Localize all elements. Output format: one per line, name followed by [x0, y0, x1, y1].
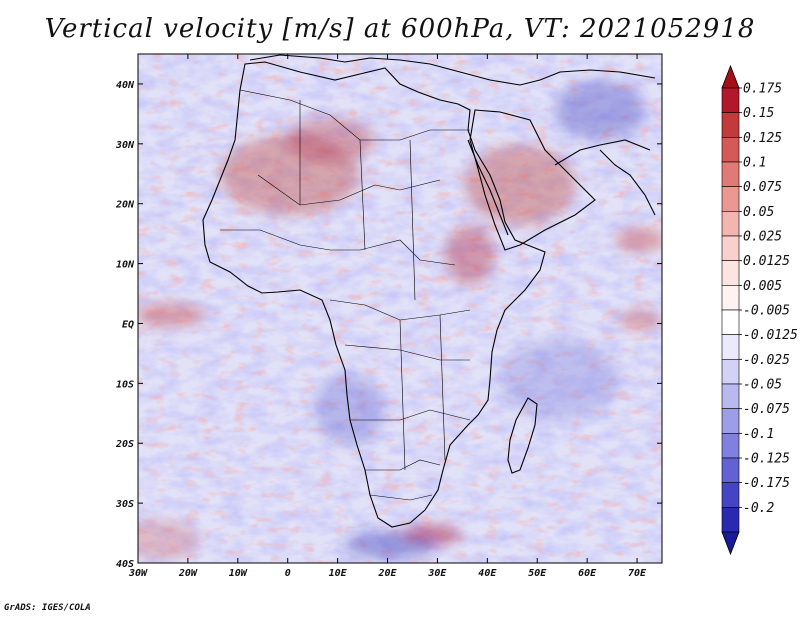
colorbar-label: -0.175 [743, 476, 790, 491]
colorbar-label: 0.0125 [743, 254, 790, 269]
colorbar-swatch [721, 161, 740, 187]
x-tick-label: 20E [377, 568, 397, 579]
map-figure: 30W 20W 10W 0 10E 20E 30E 40E 50E 60E 70E 40N 30N 20… [115, 53, 798, 579]
y-tick-label: 30S [115, 499, 134, 510]
y-tick-label: EQ [122, 319, 134, 330]
colorbar-swatch [721, 309, 740, 335]
x-tick-label: 30W [128, 568, 148, 579]
colorbar-label: 0.15 [743, 106, 774, 121]
colorbar-swatch [721, 112, 740, 138]
y-tick-label: 20S [115, 439, 134, 450]
colorbar-label: -0.05 [743, 378, 782, 393]
colorbar-label: -0.2 [743, 501, 774, 516]
colorbar-swatch [721, 211, 740, 237]
colorbar-swatch [721, 260, 740, 286]
colorbar-label: 0.05 [743, 205, 774, 220]
x-tick-label: 40E [478, 568, 497, 579]
colorbar-swatch [721, 507, 740, 533]
x-tick-label: 50E [528, 568, 547, 579]
x-tick-label: 0 [285, 568, 291, 579]
colorbar-swatch [721, 457, 740, 483]
colorbar-swatch [721, 235, 740, 261]
y-tick-label: 20N [115, 200, 135, 211]
vertical-velocity-field [138, 54, 662, 563]
colorbar-label: -0.0125 [743, 328, 798, 343]
x-axis: 30W 20W 10W 0 10E 20E 30E 40E 50E 60E 70E [128, 54, 647, 579]
colorbar-label: 0.1 [743, 156, 766, 171]
x-tick-label: 20W [178, 568, 198, 579]
colorbar-swatch [721, 285, 740, 311]
colorbar-swatch [721, 482, 740, 508]
colorbar-swatch [721, 186, 740, 212]
colorbar-label: -0.075 [743, 402, 790, 417]
colorbar-label: -0.005 [743, 304, 790, 319]
y-tick-label: 10N [116, 260, 135, 271]
colorbar-label: 0.005 [743, 279, 782, 294]
y-tick-label: 40N [116, 80, 135, 91]
x-tick-label: 30E [427, 568, 447, 579]
x-tick-label: 10E [329, 568, 348, 579]
colorbar-bottom-arrow [721, 531, 740, 556]
colorbar-label: -0.1 [743, 427, 774, 442]
colorbar-swatch [721, 433, 740, 459]
y-tick-label: 40S [116, 559, 134, 570]
y-tick-label: 10S [116, 379, 134, 390]
colorbar-label: -0.125 [743, 452, 790, 467]
colorbar-swatch [721, 383, 740, 409]
coastlines [202, 54, 656, 528]
x-tick-label: 70E [628, 568, 647, 579]
x-tick-label: 10W [229, 568, 248, 579]
colorbar-swatch [721, 408, 740, 434]
plot-frame [137, 53, 663, 564]
colorbar-label: 0.125 [743, 131, 782, 146]
colorbar-label: 0.075 [743, 180, 782, 195]
colorbar-label: 0.175 [743, 82, 782, 97]
credit-text: GrADS: IGES/COLA [4, 603, 91, 613]
colorbar: 0.175 0.15 0.125 0.1 0.075 0.05 0.025 0.0125 0.0… [721, 64, 798, 556]
colorbar-label: 0.025 [743, 230, 782, 245]
country-borders [220, 89, 471, 501]
colorbar-top-arrow [721, 64, 740, 89]
colorbar-swatch [721, 87, 740, 113]
x-tick-label: 60E [578, 568, 597, 579]
y-tick-label: 30N [115, 140, 135, 151]
colorbar-swatch [721, 359, 740, 385]
colorbar-swatch [721, 137, 740, 163]
map-title: Vertical velocity [m/s] at 600hPa, VT: 2… [44, 14, 756, 44]
y-axis: 40N 30N 20N 10N EQ 10S 20S 30S 40S [115, 80, 662, 570]
colorbar-swatch [721, 334, 740, 360]
colorbar-label: -0.025 [743, 353, 790, 368]
